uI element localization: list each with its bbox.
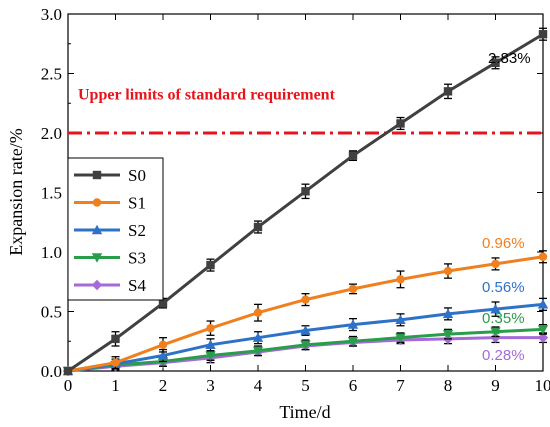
legend-label: S4 — [128, 276, 146, 295]
x-tick-label: 1 — [111, 376, 120, 395]
data-point — [253, 222, 263, 232]
data-point — [301, 295, 310, 304]
series-s1 — [63, 250, 548, 376]
data-point — [158, 298, 168, 308]
y-tick-label: 0.5 — [41, 303, 62, 322]
data-point — [111, 358, 120, 367]
data-point — [348, 284, 358, 294]
data-point — [111, 334, 120, 344]
x-tick-label: 9 — [491, 376, 500, 395]
data-point — [443, 266, 453, 276]
legend-item-s3: S3 — [74, 249, 146, 268]
x-tick-label: 3 — [206, 376, 215, 395]
legend-label: S3 — [128, 249, 146, 268]
data-point — [205, 339, 216, 350]
series-group — [62, 27, 549, 377]
y-tick-label: 1.0 — [41, 243, 62, 262]
series-s2 — [62, 297, 549, 376]
data-point — [301, 187, 310, 196]
data-point — [490, 332, 501, 343]
y-tick-label: 3.0 — [41, 5, 62, 24]
reference-line-group: Upper limits of standard requirement — [68, 87, 543, 135]
y-tick-label: 1.5 — [41, 184, 62, 203]
data-point — [395, 314, 406, 325]
data-point — [538, 252, 548, 261]
legend-item-s1: S1 — [74, 194, 146, 213]
data-point — [442, 308, 454, 319]
x-tick-label: 6 — [349, 376, 358, 395]
legend-marker — [91, 224, 103, 235]
data-point — [158, 340, 168, 350]
x-tick-label: 5 — [301, 376, 310, 395]
legend-item-s4: S4 — [74, 276, 146, 295]
data-point — [491, 259, 500, 269]
data-point — [396, 119, 405, 128]
legend-label: S2 — [128, 221, 146, 240]
x-axis-label: Time/d — [279, 402, 330, 422]
end-value-label: 0.28% — [482, 347, 525, 364]
data-point — [206, 260, 215, 270]
end-value-label: 0.56% — [482, 279, 525, 296]
data-point — [490, 303, 501, 314]
end-value-label: 2.83% — [488, 50, 531, 67]
data-point — [396, 275, 405, 284]
data-point — [63, 366, 73, 376]
legend-label: S0 — [128, 166, 146, 185]
legend-marker — [91, 279, 103, 291]
end-value-label: 0.35% — [482, 310, 525, 327]
y-tick-label: 2.5 — [41, 65, 62, 84]
y-axis-label: Expansion rate/% — [6, 128, 26, 255]
data-point — [206, 323, 215, 333]
data-point — [442, 329, 454, 340]
data-point — [205, 351, 216, 361]
x-tick-label: 8 — [444, 376, 453, 395]
legend-label: S1 — [128, 194, 146, 213]
data-point — [252, 332, 264, 342]
data-point — [252, 346, 264, 356]
legend: S0 S1 S2 S3 S4 — [67, 157, 164, 301]
data-point — [347, 319, 359, 329]
data-point — [537, 332, 549, 343]
data-point — [443, 87, 453, 96]
x-tick-label: 10 — [535, 376, 550, 395]
data-point — [395, 333, 406, 343]
reference-label: Upper limits of standard requirement — [78, 87, 336, 104]
legend-item-s2: S2 — [74, 221, 146, 240]
legend-marker — [92, 170, 102, 180]
end-value-label: 0.96% — [482, 235, 525, 252]
y-tick-label: 2.0 — [41, 124, 62, 143]
x-tick-label: 2 — [159, 376, 168, 395]
legend-marker — [91, 253, 103, 263]
legend-item-s0: S0 — [74, 166, 146, 185]
data-point — [537, 299, 549, 309]
data-point — [537, 325, 549, 335]
data-point — [157, 350, 169, 360]
data-point — [490, 327, 501, 337]
data-point — [253, 308, 263, 317]
data-point — [300, 340, 311, 351]
data-point — [348, 151, 358, 160]
data-point — [491, 58, 500, 67]
data-point — [300, 325, 311, 335]
y-tick-label: 0.0 — [41, 362, 62, 381]
legend-marker — [92, 198, 102, 207]
annotations: 2.83% 0.96% 0.56% 0.35% 0.28% — [482, 50, 531, 364]
axes: 0 1 2 3 4 5 6 7 8 9 10 0.0 0.5 1.0 1.5 2.0 2.5 3.0 — [41, 5, 550, 395]
data-point — [538, 30, 548, 39]
data-point — [347, 337, 359, 347]
x-tick-label: 7 — [396, 376, 405, 395]
x-tick-label: 4 — [254, 376, 263, 395]
x-tick-label: 0 — [64, 376, 73, 395]
